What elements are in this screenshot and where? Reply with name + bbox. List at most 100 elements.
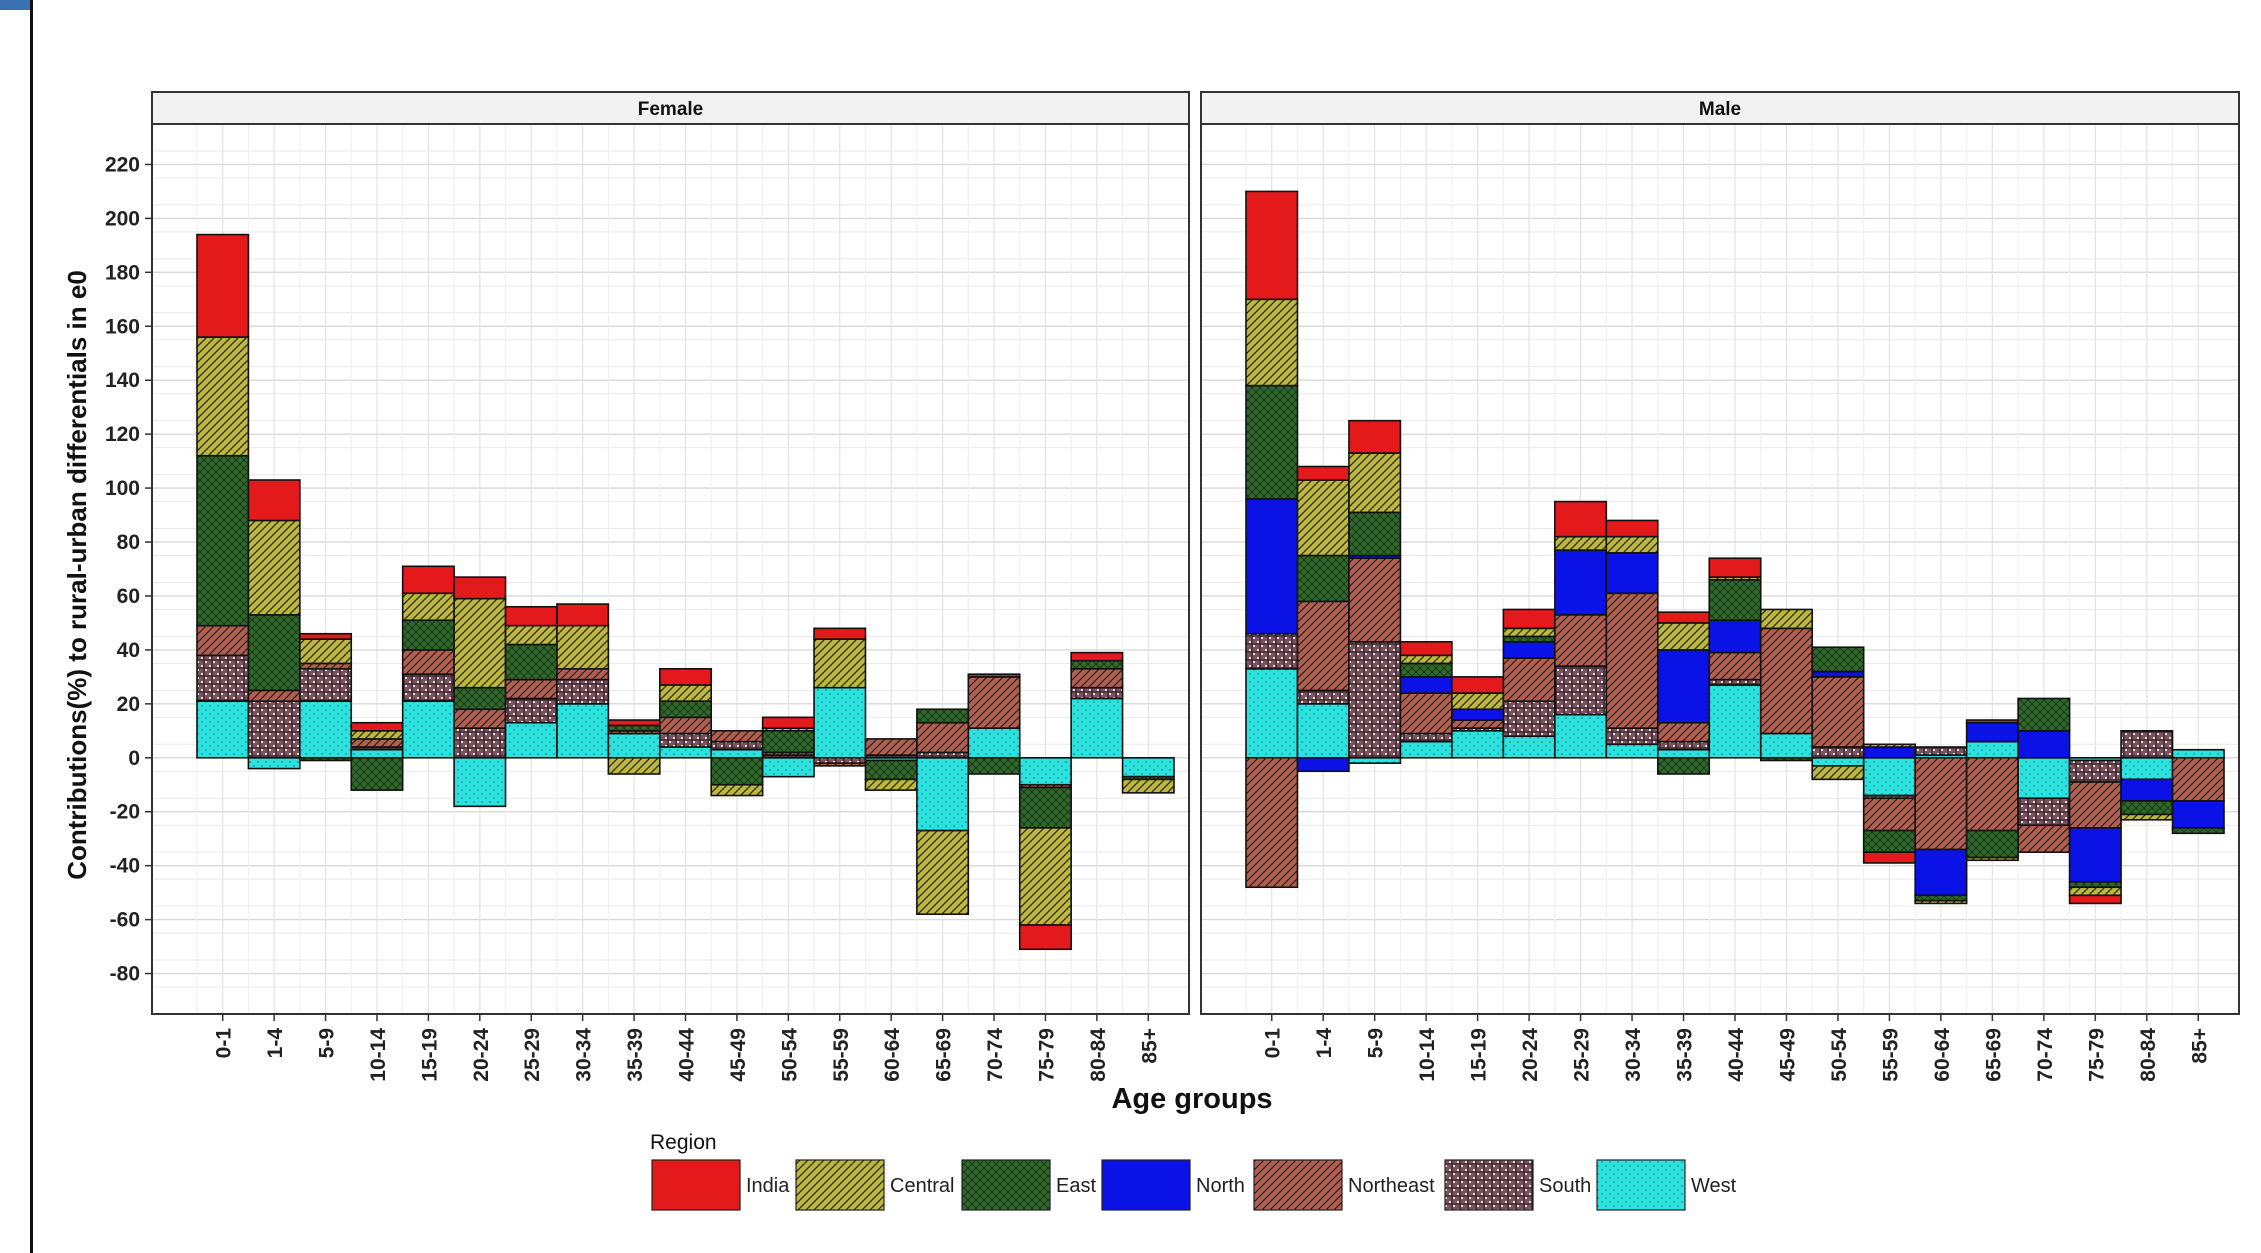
bar-female-40-44-west xyxy=(658,746,713,759)
bar-male-10-14-central xyxy=(1399,654,1453,665)
bar-female-15-19-east xyxy=(401,619,455,651)
bar-female-1-4-south xyxy=(247,700,301,759)
bar-female-10-14-west xyxy=(350,748,404,759)
bar-female-20-24-south xyxy=(453,727,507,759)
bar-male-60-64-east xyxy=(1914,894,1968,902)
y-tick-label: 140 xyxy=(105,369,140,392)
bar-male-30-34-india xyxy=(1605,519,1659,538)
bar-female-10-14-india xyxy=(350,721,404,732)
bar-male-80-84-central xyxy=(2120,813,2174,821)
bar-male-70-74-west xyxy=(2017,756,2071,800)
legend-label-northeast: Northeast xyxy=(1348,1175,1435,1197)
y-tick-label: 220 xyxy=(105,153,140,176)
bar-female-0-1-west xyxy=(196,700,250,759)
bar-male-80-84-south xyxy=(2120,730,2174,759)
bar-female-55-59-northeast xyxy=(813,762,867,767)
bar-male-60-64-northeast xyxy=(1914,756,1968,851)
bar-female-0-1-east xyxy=(196,454,250,627)
bar-male-65-69-northeast xyxy=(1965,756,2019,832)
legend-label-east: East xyxy=(1056,1175,1096,1197)
bar-male-10-14-south xyxy=(1399,732,1453,743)
bar-female-45-49-northeast xyxy=(710,730,764,743)
bar-male-15-19-west xyxy=(1451,730,1505,759)
bar-female-1-4-central xyxy=(247,519,301,616)
x-tick-label: 45-49 xyxy=(727,1028,750,1082)
bar-male-50-54-north xyxy=(1811,670,1865,678)
bar-female-75-79-east xyxy=(1018,786,1072,829)
legend-key-northeast xyxy=(1253,1159,1343,1211)
bar-female-15-19-south xyxy=(401,673,455,702)
y-tick-label: 60 xyxy=(117,585,140,608)
bar-male-70-74-south xyxy=(2017,797,2071,827)
bar-male-40-44-east xyxy=(1708,578,1762,622)
bar-male-1-4-central xyxy=(1296,479,1350,557)
bar-male-5-9-northeast xyxy=(1348,557,1402,643)
x-tick-label: 5-9 xyxy=(316,1028,339,1058)
bar-male-0-1-north xyxy=(1245,498,1299,635)
panel-border xyxy=(151,123,1190,1015)
bar-male-5-9-east xyxy=(1348,511,1402,557)
bar-male-60-64-south xyxy=(1914,746,1968,756)
bar-male-85+-northeast xyxy=(2171,756,2225,802)
bar-female-55-59-south xyxy=(813,756,867,764)
bar-female-0-1-india xyxy=(196,233,250,338)
bar-male-0-1-west xyxy=(1245,667,1299,759)
bar-male-1-4-north xyxy=(1296,756,1350,773)
x-tick-label: 25-29 xyxy=(1571,1028,1594,1082)
bar-female-80-84-india xyxy=(1070,651,1124,662)
bar-female-25-29-south xyxy=(504,697,558,724)
y-axis-label: Contributions(%) to rural-urban differen… xyxy=(62,270,92,880)
x-tick-label: 0-1 xyxy=(1262,1028,1285,1059)
bar-female-15-19-northeast xyxy=(401,649,455,675)
bar-female-25-29-central xyxy=(504,624,558,646)
bar-male-40-44-northeast xyxy=(1708,651,1762,681)
bar-female-45-49-west xyxy=(710,748,764,759)
legend-label-central: Central xyxy=(890,1175,954,1197)
bar-female-50-54-india xyxy=(761,716,815,729)
bar-male-65-69-north xyxy=(1965,721,2019,743)
bar-male-35-39-india xyxy=(1656,611,1711,624)
bar-female-50-54-east xyxy=(761,730,815,754)
bar-male-1-4-northeast xyxy=(1296,600,1350,692)
bar-male-30-34-northeast xyxy=(1605,592,1659,729)
legend-key-south xyxy=(1444,1159,1534,1211)
bar-female-40-44-central xyxy=(658,684,713,702)
bar-male-30-34-central xyxy=(1605,535,1659,554)
bar-male-75-79-south xyxy=(2068,759,2122,783)
bar-male-35-39-south xyxy=(1656,740,1711,751)
bar-male-40-44-india xyxy=(1708,557,1762,578)
bar-male-30-34-north xyxy=(1605,552,1659,595)
x-tick-label: 75-79 xyxy=(2085,1028,2108,1082)
legend-key-north xyxy=(1101,1159,1191,1211)
bar-male-55-59-northeast xyxy=(1862,797,1916,832)
bar-female-70-74-india xyxy=(967,673,1021,678)
x-tick-label: 65-69 xyxy=(933,1028,956,1082)
y-tick-label: 180 xyxy=(105,261,140,284)
bar-male-50-54-south xyxy=(1811,746,1865,759)
bar-male-25-29-india xyxy=(1554,500,1608,538)
bar-female-0-1-central xyxy=(196,336,250,457)
x-tick-label: 80-84 xyxy=(1087,1028,1110,1082)
bar-male-10-14-north xyxy=(1399,676,1453,694)
bar-female-20-24-northeast xyxy=(453,708,507,729)
bar-male-40-44-north xyxy=(1708,619,1762,654)
panel-border xyxy=(1200,123,2240,1015)
legend-key-central xyxy=(795,1159,885,1211)
y-tick-label: 200 xyxy=(105,207,140,230)
bar-male-20-24-northeast xyxy=(1502,657,1556,702)
bar-female-5-9-central xyxy=(299,638,353,665)
y-tick-label: 100 xyxy=(105,477,140,500)
bar-male-80-84-east xyxy=(2120,800,2174,816)
y-tick-label: -60 xyxy=(110,909,140,932)
bar-male-20-24-north xyxy=(1502,641,1556,659)
bar-female-40-44-east xyxy=(658,700,713,719)
bar-male-70-74-northeast xyxy=(2017,824,2071,853)
bar-male-40-44-south xyxy=(1708,678,1762,686)
bar-female-15-19-west xyxy=(401,700,455,759)
x-tick-label: 55-59 xyxy=(830,1028,853,1082)
bar-female-10-14-east xyxy=(350,756,404,791)
bar-male-1-4-south xyxy=(1296,689,1350,705)
legend-label-south: South xyxy=(1539,1175,1591,1197)
bar-male-35-39-northeast xyxy=(1656,721,1711,743)
bar-female-1-4-northeast xyxy=(247,689,301,702)
